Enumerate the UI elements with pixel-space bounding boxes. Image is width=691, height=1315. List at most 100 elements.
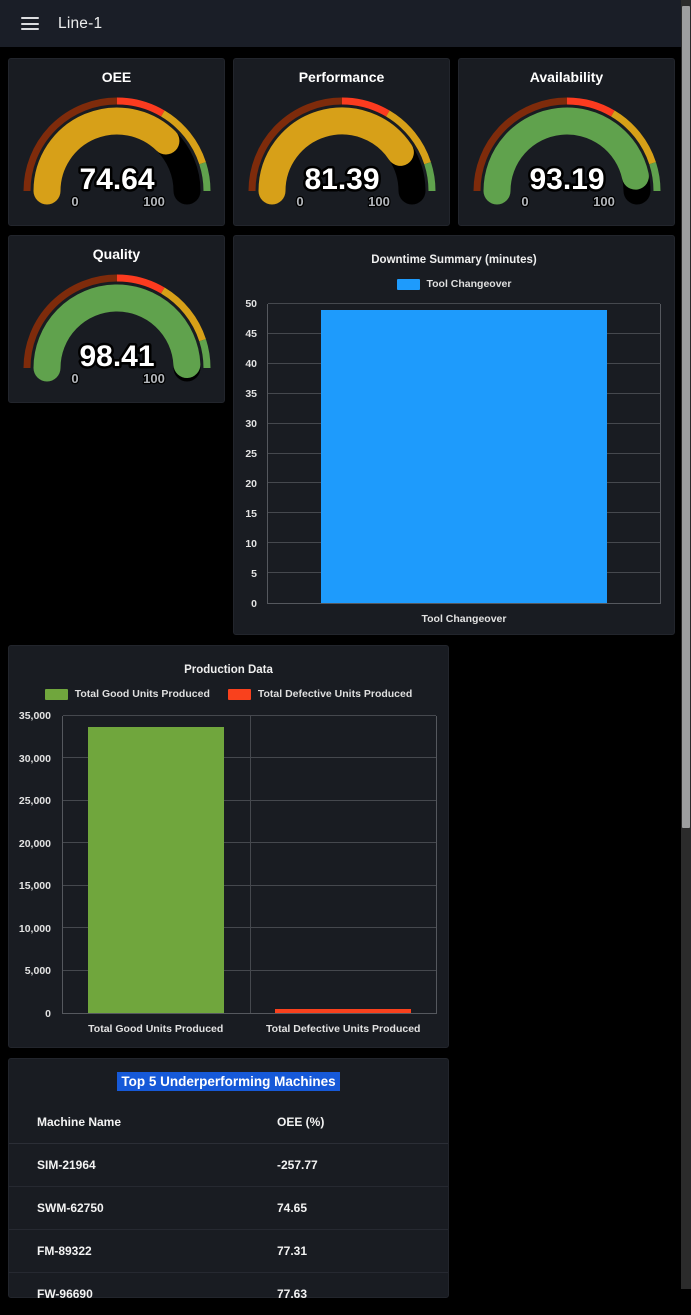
- x-axis-labels: Tool Changeover: [267, 613, 661, 627]
- y-tick-label: 35,000: [9, 711, 51, 721]
- legend-label: Tool Changeover: [427, 278, 512, 290]
- gauge-max-label: 100: [593, 194, 615, 209]
- machine-name-cell: SIM-21964: [9, 1144, 277, 1187]
- downtime-summary-panel: Downtime Summary (minutes) Tool Changeov…: [233, 235, 675, 635]
- y-tick-label: 10,000: [9, 924, 51, 934]
- x-tick-label: Total Good Units Produced: [62, 1023, 250, 1035]
- hamburger-icon: [21, 17, 39, 30]
- y-tick-label: 20: [234, 479, 257, 489]
- y-tick-label: 50: [234, 299, 257, 309]
- gauge-min-label: 0: [71, 194, 78, 209]
- table-title-wrap: Top 5 Underperforming Machines: [9, 1073, 448, 1091]
- production-bar-chart: 0 5,000 10,000 15,000 20,000 25,000 30,000 35,0…: [9, 708, 450, 1046]
- x-tick-label: Total Defective Units Produced: [250, 1023, 438, 1035]
- legend-item-defective-units[interactable]: Total Defective Units Produced: [228, 688, 412, 700]
- gauge-min-label: 0: [71, 371, 78, 386]
- performance-gauge: 81.39 0 100: [242, 91, 442, 221]
- x-tick-label: Tool Changeover: [267, 613, 661, 625]
- gauge-value: 81.39: [304, 163, 379, 196]
- plot-area: [62, 716, 437, 1014]
- panel-title: Availability: [459, 69, 674, 85]
- legend-label: Total Defective Units Produced: [258, 688, 412, 700]
- y-tick-label: 15: [234, 509, 257, 519]
- gauge-max-label: 100: [143, 194, 165, 209]
- column-header-oee: OEE (%): [277, 1101, 448, 1144]
- oee-gauge: 74.64 0 100: [17, 91, 217, 221]
- downtime-bar-chart: 0 5 10 15 20 25 30 35 40 45 50 Tool Changeover: [234, 296, 676, 636]
- chart-legend: Total Good Units Produced Total Defectiv…: [9, 688, 448, 700]
- gauge-value: 93.19: [529, 163, 604, 196]
- legend-swatch: [228, 689, 251, 700]
- oee-value-cell: 77.63: [277, 1273, 448, 1315]
- legend-item-tool-changeover[interactable]: Tool Changeover: [397, 278, 512, 290]
- oee-value-cell: 74.65: [277, 1187, 448, 1230]
- vertical-scrollbar-thumb[interactable]: [682, 6, 690, 828]
- quality-gauge: 98.41 0 100: [17, 268, 217, 398]
- plot-area: [267, 304, 661, 604]
- gauge-max-label: 100: [368, 194, 390, 209]
- production-data-panel: Production Data Total Good Units Produce…: [8, 645, 449, 1048]
- oee-value-cell: -257.77: [277, 1144, 448, 1187]
- top-bar: Line-1: [0, 0, 691, 47]
- top5-table-panel: Top 5 Underperforming Machines Machine N…: [8, 1058, 449, 1298]
- y-tick-label: 0: [9, 1009, 51, 1019]
- chart-title: Production Data: [9, 664, 448, 676]
- y-tick-label: 5,000: [9, 966, 51, 976]
- chart-legend: Tool Changeover: [234, 278, 674, 290]
- gauge-max-label: 100: [143, 371, 165, 386]
- gauge-value: 98.41: [79, 340, 154, 373]
- legend-item-good-units[interactable]: Total Good Units Produced: [45, 688, 210, 700]
- bar-2: [275, 1009, 411, 1013]
- y-tick-label: 35: [234, 389, 257, 399]
- chart-title: Downtime Summary (minutes): [234, 254, 674, 266]
- column-header-machine-name: Machine Name: [9, 1101, 277, 1144]
- y-tick-label: 25: [234, 449, 257, 459]
- dashboard-title: Line-1: [58, 0, 102, 47]
- legend-swatch: [45, 689, 68, 700]
- y-tick-label: 20,000: [9, 839, 51, 849]
- y-tick-label: 0: [234, 599, 257, 609]
- performance-gauge-panel: Performance 81.39 0 100: [233, 58, 450, 226]
- y-tick-label: 10: [234, 539, 257, 549]
- table-header-row: Machine Name OEE (%): [9, 1101, 448, 1144]
- bar-1: [88, 727, 224, 1013]
- y-tick-label: 45: [234, 329, 257, 339]
- machine-name-cell: SWM-62750: [9, 1187, 277, 1230]
- table-row: SIM-21964-257.77: [9, 1144, 448, 1187]
- panel-title: OEE: [9, 69, 224, 85]
- y-tick-label: 30: [234, 419, 257, 429]
- panel-title: Performance: [234, 69, 449, 85]
- table-title: Top 5 Underperforming Machines: [117, 1072, 339, 1091]
- y-tick-label: 5: [234, 569, 257, 579]
- legend-label: Total Good Units Produced: [75, 688, 210, 700]
- gauge-min-label: 0: [296, 194, 303, 209]
- gauge-value: 74.64: [79, 163, 154, 196]
- quality-gauge-panel: Quality 98.41 0 100: [8, 235, 225, 403]
- category-divider: [250, 716, 251, 1013]
- panel-title: Quality: [9, 246, 224, 262]
- vertical-scrollbar-track[interactable]: [681, 0, 691, 1289]
- machine-name-cell: FM-89322: [9, 1230, 277, 1273]
- legend-swatch: [397, 279, 420, 290]
- availability-gauge: 93.19 0 100: [467, 91, 667, 221]
- oee-gauge-panel: OEE 74.64 0 100: [8, 58, 225, 226]
- y-tick-label: 30,000: [9, 754, 51, 764]
- oee-value-cell: 77.31: [277, 1230, 448, 1273]
- y-tick-label: 40: [234, 359, 257, 369]
- bar-1: [321, 310, 607, 603]
- availability-gauge-panel: Availability 93.19 0 100: [458, 58, 675, 226]
- y-tick-label: 25,000: [9, 796, 51, 806]
- menu-button[interactable]: [12, 0, 48, 47]
- gauge-min-label: 0: [521, 194, 528, 209]
- gridline: [268, 303, 660, 304]
- y-tick-label: 15,000: [9, 881, 51, 891]
